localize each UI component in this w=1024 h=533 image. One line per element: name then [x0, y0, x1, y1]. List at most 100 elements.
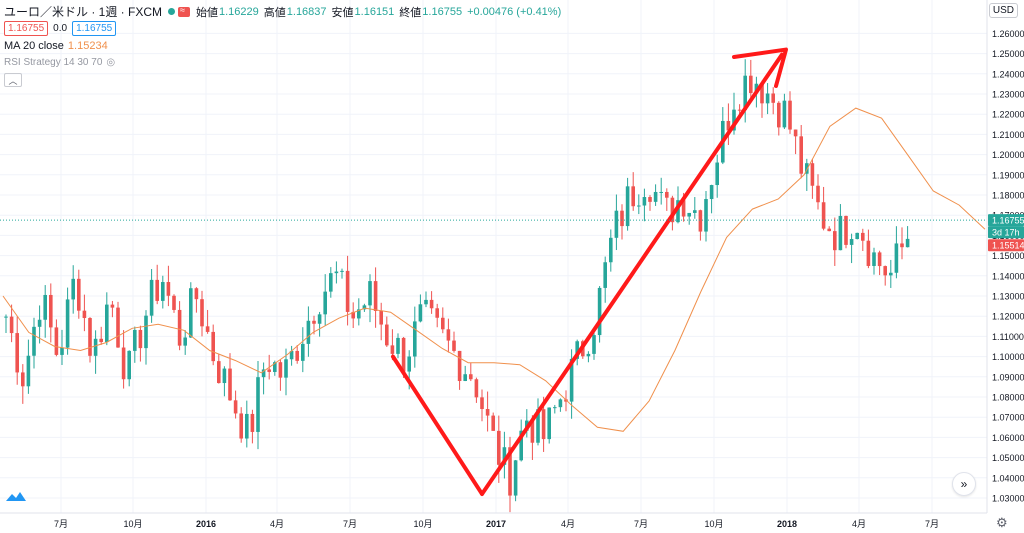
indicator-rsi-row[interactable]: RSI Strategy 14 30 70 ◎: [4, 54, 566, 71]
candle-body: [805, 163, 809, 174]
candle-body: [620, 210, 624, 227]
low-value: 1.16151: [354, 5, 395, 18]
candle-body: [558, 399, 563, 408]
candle-body: [222, 368, 227, 384]
candle-body: [49, 294, 53, 328]
trend-arrows: [391, 47, 788, 496]
candle-body: [189, 288, 193, 338]
candle-body: [642, 197, 647, 206]
candle-body: [883, 266, 887, 276]
collapse-icon[interactable]: ︿: [4, 73, 22, 87]
candle-body: [586, 353, 591, 357]
price-tags: 1.16755 3d 17h 1.15514: [0, 214, 1024, 252]
close-label: 終値: [399, 6, 422, 19]
candle-body: [267, 369, 271, 372]
candle-body: [116, 307, 120, 348]
rsi-label: RSI Strategy 14 30 70: [4, 57, 103, 68]
x-tick-label: 10月: [413, 519, 432, 529]
down-arrow: [391, 354, 484, 496]
candlestick-series: [4, 59, 910, 513]
candle-body: [855, 232, 859, 240]
high-label: 高値: [263, 6, 286, 19]
low-label: 安値: [331, 6, 354, 19]
candle-body: [704, 199, 708, 232]
candle-body: [138, 329, 143, 349]
candle-body: [65, 299, 70, 348]
candle-body: [810, 163, 815, 186]
candle-body: [519, 430, 523, 461]
y-tick-label: 1.08000: [992, 393, 1024, 403]
candle-body: [625, 186, 630, 227]
candle-body: [502, 447, 507, 465]
price-axis[interactable]: 1.03000 1.04000 1.05000 1.06000 1.07000 1.080…: [0, 0, 1024, 514]
candle-body: [508, 447, 512, 496]
legend-trade-row: 1.16755 0.0 1.16755: [4, 20, 566, 37]
candle-body: [88, 318, 92, 356]
time-axis[interactable]: 7月 10月 2016 4月 7月 10月 2017 4月 7月 10月 2018 4月 7月: [54, 519, 939, 529]
candle-body: [71, 278, 75, 300]
candle-body: [284, 359, 288, 378]
candle-body: [418, 304, 423, 322]
buy-button[interactable]: 1.16755: [72, 21, 117, 36]
candle-body: [15, 333, 19, 373]
candle-body: [362, 305, 367, 310]
candle-body: [693, 210, 697, 213]
candle-body: [435, 308, 439, 318]
candle-body: [144, 315, 148, 349]
candle-body: [889, 272, 893, 276]
candle-body: [681, 200, 686, 217]
candle-body: [480, 397, 484, 410]
y-tick-label: 1.10000: [992, 352, 1024, 362]
x-tick-label: 7月: [634, 519, 648, 529]
x-tick-label: 7月: [925, 519, 939, 529]
candle-body: [312, 320, 316, 324]
candle-body: [782, 100, 787, 128]
candle-body: [301, 343, 305, 361]
x-tick-label: 7月: [343, 519, 357, 529]
candle-body: [424, 299, 428, 305]
y-tick-label: 1.26000: [992, 29, 1024, 39]
open-label: 始値: [196, 6, 218, 19]
candle-body: [530, 420, 535, 443]
sell-button[interactable]: 1.16755: [4, 21, 49, 36]
y-tick-label: 1.06000: [992, 433, 1024, 443]
candle-body: [737, 109, 742, 111]
currency-label[interactable]: USD: [988, 3, 1018, 18]
y-tick-label: 1.20000: [992, 150, 1024, 160]
candle-body: [37, 319, 42, 327]
candle-body: [609, 237, 613, 263]
candle-body: [743, 75, 747, 110]
candle-body: [54, 327, 59, 355]
candle-body: [749, 75, 753, 94]
scroll-to-end-icon[interactable]: »: [952, 472, 976, 496]
market-status-icon: [168, 8, 175, 15]
tradingview-logo-icon[interactable]: [5, 489, 27, 503]
candle-body: [127, 350, 131, 380]
candle-body: [833, 231, 837, 251]
candle-body: [43, 294, 47, 320]
candle-body: [469, 374, 473, 380]
gear-icon[interactable]: ⚙: [996, 515, 1008, 530]
candle-body: [676, 200, 680, 223]
symbol-title[interactable]: ユーロ／米ドル · 1週 · FXCM: [4, 5, 162, 19]
up-arrow-head: [732, 47, 788, 88]
candle-body: [827, 228, 831, 232]
eye-icon[interactable]: ◎: [106, 57, 116, 68]
chart-grid: [0, 0, 987, 513]
candle-body: [82, 310, 87, 319]
candle-body: [659, 191, 663, 193]
candle-body: [334, 271, 339, 274]
candle-body: [491, 415, 495, 431]
candle-body: [513, 460, 518, 496]
candle-body: [452, 340, 456, 351]
candle-body: [351, 311, 355, 319]
candle-body: [838, 215, 843, 251]
x-tick-label: 4月: [561, 519, 575, 529]
indicator-ma-row[interactable]: MA 20 close 1.15234: [4, 37, 566, 54]
candle-body: [670, 197, 675, 223]
candle-body: [788, 100, 792, 130]
candle-body: [894, 243, 899, 273]
candle-body: [93, 338, 98, 356]
market-badge-icon: [178, 5, 190, 17]
